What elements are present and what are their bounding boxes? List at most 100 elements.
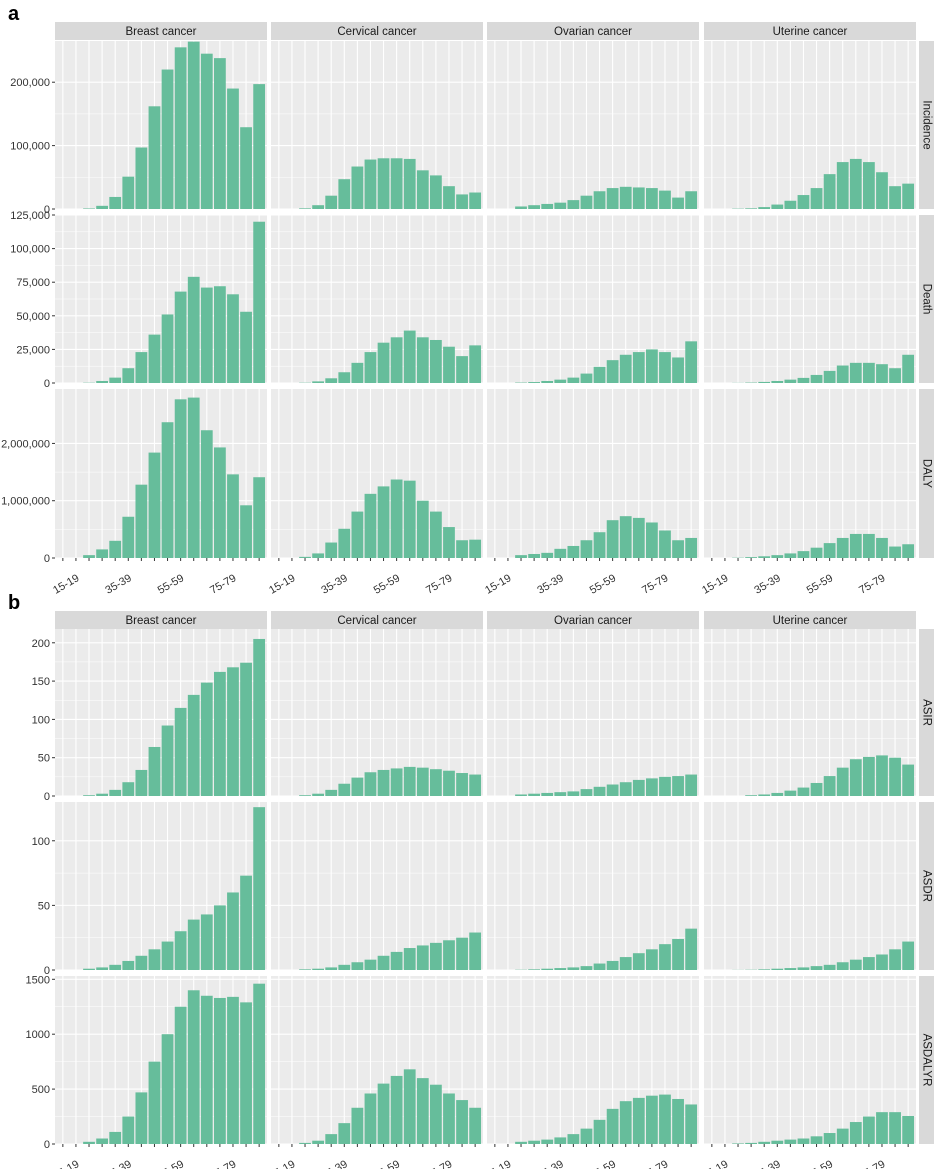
panel-a-strip-label-breast-cancer: Breast cancer (126, 26, 197, 38)
bar-panel-b-asdalyr-uterine-cancer-80-84 (889, 1112, 901, 1144)
panel-a-x-tick-label-breast-cancer-75-79: 75-79 (208, 572, 238, 596)
bar-panel-a-daly-ovarian-cancer-35-39 (554, 548, 567, 558)
panel-b-asdr-panel-uterine-cancer (704, 802, 916, 971)
bar-panel-b-asdr-ovarian-cancer-50-54 (593, 963, 606, 970)
bar-panel-b-asdr-breast-cancer-60-64 (187, 919, 200, 970)
panel-a-death-panel-uterine-cancer (704, 214, 916, 384)
bar-panel-b-asdr-cervical-cancer-55-59 (390, 951, 403, 970)
bar-panel-b-asdr-breast-cancer-70-74 (214, 905, 226, 970)
bar-panel-b-asir-ovarian-cancer-50-54 (593, 786, 606, 796)
bar-panel-a-incidence-uterine-cancer-25-29 (745, 208, 757, 209)
bar-panel-a-daly-breast-cancer-55-59 (174, 399, 187, 558)
bar-panel-b-asdr-ovarian-cancer-55-59 (606, 960, 619, 970)
bar-panel-a-daly-ovarian-cancer-70-74 (646, 522, 658, 558)
bar-panel-a-death-cervical-cancer-65-69 (416, 337, 429, 383)
bar-panel-a-death-cervical-cancer-80-84 (456, 356, 468, 383)
bar-panel-a-incidence-breast-cancer-85 (253, 84, 266, 209)
bar-panel-a-incidence-cervical-cancer-55-59 (390, 158, 403, 209)
bar-panel-b-asdalyr-uterine-cancer-45-49 (797, 1138, 810, 1144)
bar-panel-a-death-uterine-cancer-85 (902, 354, 915, 383)
bar-panel-a-death-cervical-cancer-25-29 (312, 381, 324, 383)
bar-panel-b-asdalyr-breast-cancer-75-79 (227, 996, 239, 1144)
panel-a-strip-label-uterine-cancer: Uterine cancer (773, 26, 848, 38)
bar-panel-b-asir-breast-cancer-25-29 (96, 793, 108, 796)
panel-b-asir-y-tick-label: 0 (44, 791, 50, 803)
bar-panel-a-incidence-cervical-cancer-45-49 (364, 159, 377, 209)
bar-panel-b-asdr-ovarian-cancer-65-69 (632, 953, 645, 970)
panel-b-asdalyr-panel-uterine-cancer (704, 976, 916, 1145)
bar-panel-b-asir-breast-cancer-30-34 (109, 789, 122, 796)
bar-panel-b-asdalyr-uterine-cancer-30-34 (758, 1141, 771, 1144)
bar-panel-b-asdr-cervical-cancer-20-24 (299, 969, 311, 970)
bar-panel-a-death-ovarian-cancer-75-79 (659, 352, 671, 383)
panel-a-daly-panel-ovarian-cancer (487, 389, 699, 559)
bar-panel-a-death-ovarian-cancer-55-59 (606, 360, 619, 383)
panel-b-x-tick-label-breast-cancer-75-79: 75-79 (208, 1158, 238, 1169)
bar-panel-a-incidence-uterine-cancer-80-84 (889, 186, 901, 209)
bar-panel-b-asdr-cervical-cancer-45-49 (364, 959, 377, 970)
bar-panel-b-asir-breast-cancer-35-39 (122, 782, 135, 796)
bar-panel-b-asir-breast-cancer-20-24 (83, 795, 95, 796)
bar-panel-b-asdr-uterine-cancer-40-44 (784, 968, 797, 970)
bar-panel-b-asdalyr-uterine-cancer-25-29 (745, 1142, 757, 1144)
bar-panel-a-daly-cervical-cancer-55-59 (390, 479, 403, 558)
panel-b-asdr-panel-breast-cancer (55, 802, 267, 971)
bar-panel-b-asdr-uterine-cancer-65-69 (849, 959, 862, 970)
panel-a-incidence-panel-breast-cancer (55, 41, 267, 210)
bar-panel-b-asdalyr-uterine-cancer-50-54 (810, 1136, 823, 1144)
bar-panel-a-daly-cervical-cancer-35-39 (338, 528, 351, 558)
bar-panel-b-asdr-breast-cancer-45-49 (148, 949, 161, 970)
bar-panel-a-incidence-ovarian-cancer-50-54 (593, 191, 606, 209)
bar-panel-a-daly-uterine-cancer-25-29 (745, 557, 757, 558)
bar-panel-b-asir-uterine-cancer-65-69 (849, 759, 862, 796)
bar-panel-a-daly-cervical-cancer-65-69 (416, 500, 429, 558)
panel-a-death-y-tick-label: 100,000 (10, 244, 50, 256)
bar-panel-b-asdalyr-ovarian-cancer-85 (685, 1104, 698, 1144)
bar-panel-a-death-ovarian-cancer-30-34 (541, 380, 554, 383)
panel-b-asdalyr-y-tick-label: 500 (32, 1084, 50, 1096)
bar-panel-b-asdr-cervical-cancer-50-54 (377, 955, 390, 970)
bar-panel-a-daly-breast-cancer-85 (253, 477, 266, 558)
bar-panel-a-incidence-breast-cancer-45-49 (148, 106, 161, 209)
panel-a-x-tick-label-ovarian-cancer-15-19: 15-19 (483, 572, 513, 596)
panel-b-asir-panel-uterine-cancer (704, 629, 916, 797)
panel-a-x-tick-label-cervical-cancer-35-39: 35-39 (319, 572, 349, 596)
bar-panel-b-asir-breast-cancer-40-44 (135, 769, 148, 796)
bar-panel-b-asdr-ovarian-cancer-60-64 (619, 957, 632, 970)
bar-panel-a-incidence-cervical-cancer-70-74 (430, 175, 442, 209)
bar-panel-a-daly-cervical-cancer-40-44 (351, 511, 364, 558)
bar-panel-b-asdalyr-ovarian-cancer-45-49 (580, 1128, 593, 1144)
panel-b-x-tick-label-ovarian-cancer-15-19: 15-19 (483, 1158, 513, 1169)
bar-panel-b-asdalyr-ovarian-cancer-80-84 (672, 1098, 684, 1144)
bar-panel-b-asir-uterine-cancer-80-84 (889, 757, 901, 796)
bar-panel-b-asir-breast-cancer-80-84 (240, 662, 252, 796)
bar-panel-b-asdr-ovarian-cancer-45-49 (580, 966, 593, 970)
bar-panel-b-asdalyr-uterine-cancer-85 (902, 1116, 915, 1144)
bar-panel-a-incidence-uterine-cancer-40-44 (784, 200, 797, 209)
panel-b-letter: b (8, 592, 20, 614)
bar-panel-b-asdalyr-uterine-cancer-70-74 (863, 1116, 875, 1144)
panel-b-asdalyr-y-tick-label: 1500 (26, 974, 50, 986)
bar-panel-b-asir-cervical-cancer-30-34 (325, 789, 338, 796)
bar-panel-a-daly-uterine-cancer-45-49 (797, 551, 810, 558)
panel-b-asir-panel-ovarian-cancer (487, 629, 699, 797)
bar-panel-b-asdr-cervical-cancer-85 (469, 932, 482, 970)
figure-content: a Breast cancer Cervical cancer Ovarian can… (1, 3, 934, 1169)
bar-panel-a-daly-ovarian-cancer-20-24 (515, 555, 527, 558)
bar-panel-b-asdr-ovarian-cancer-70-74 (646, 949, 658, 970)
bar-panel-a-incidence-uterine-cancer-85 (902, 183, 915, 209)
bar-panel-b-asir-cervical-cancer-85 (469, 774, 482, 796)
bar-panel-b-asdr-uterine-cancer-85 (902, 941, 915, 970)
bar-panel-a-death-breast-cancer-50-54 (161, 314, 174, 383)
bar-panel-a-incidence-breast-cancer-70-74 (214, 58, 226, 210)
panel-b-asdalyr-y-tick-label: 0 (44, 1139, 50, 1151)
bar-panel-b-asdr-uterine-cancer-30-34 (758, 969, 771, 970)
panel-b-x-tick-label-ovarian-cancer-35-39: 35-39 (535, 1158, 565, 1169)
bar-panel-a-death-cervical-cancer-70-74 (430, 339, 442, 383)
panel-b-asdr-row-label: ASDR (920, 870, 932, 902)
bar-panel-b-asdr-uterine-cancer-55-59 (823, 964, 836, 970)
panel-b-asdr-y-tick-label: 50 (38, 900, 50, 912)
bar-panel-b-asdr-cervical-cancer-65-69 (416, 945, 429, 970)
panel-b-strip-uterine-cancer (704, 611, 916, 629)
bar-panel-a-death-breast-cancer-60-64 (187, 276, 200, 383)
